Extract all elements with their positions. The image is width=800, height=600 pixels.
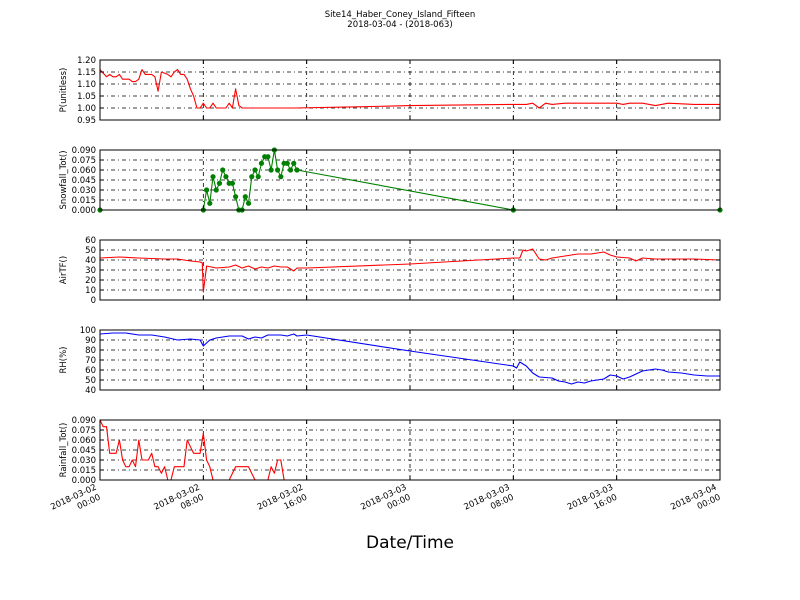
y-axis-label: P(unitless) <box>59 68 69 113</box>
y-tick-label: 50 <box>85 376 96 386</box>
series-line <box>99 248 721 293</box>
panel-1: 0.0000.0150.0300.0450.0600.0750.090Snowf… <box>59 146 723 216</box>
series-line <box>99 69 720 109</box>
y-tick-label: 0 <box>91 296 96 306</box>
y-tick-label: 0.030 <box>72 456 96 466</box>
y-tick-label: 40 <box>85 386 96 396</box>
chart-title: Site14_Haber_Coney_Island_Fifteen <box>324 10 476 20</box>
y-tick-label: 0.090 <box>72 146 96 156</box>
data-point <box>233 194 239 200</box>
series-line <box>99 419 720 481</box>
data-point <box>252 167 258 173</box>
y-tick-label: 0.000 <box>72 206 96 216</box>
y-tick-label: 0.075 <box>72 426 96 436</box>
y-tick-label: 100 <box>80 326 96 336</box>
data-point <box>275 167 281 173</box>
y-tick-label: 0.045 <box>72 446 96 456</box>
data-point <box>229 180 235 186</box>
y-tick-label: 0.045 <box>72 176 96 186</box>
data-point <box>220 167 226 173</box>
y-tick-label: 0.015 <box>72 196 96 206</box>
y-tick-label: 30 <box>85 266 96 276</box>
data-point <box>207 200 213 206</box>
data-point <box>294 167 300 173</box>
data-point <box>223 174 229 180</box>
y-tick-label: 60 <box>85 236 96 246</box>
y-axis-label: AirTF() <box>59 256 69 284</box>
y-tick-label: 1.15 <box>77 68 96 78</box>
data-point <box>242 194 248 200</box>
panel-4: 0.0000.0150.0300.0450.0600.0750.090Rainf… <box>59 416 721 486</box>
data-point <box>278 174 284 180</box>
data-point <box>249 174 255 180</box>
y-tick-label: 1.00 <box>77 104 96 114</box>
y-tick-label: 0.000 <box>72 476 96 486</box>
data-point <box>265 154 271 160</box>
y-tick-label: 40 <box>85 256 96 266</box>
y-tick-label: 0.060 <box>72 166 96 176</box>
y-tick-label: 20 <box>85 276 96 286</box>
y-tick-label: 90 <box>85 336 96 346</box>
y-tick-label: 0.015 <box>72 466 96 476</box>
series-line <box>99 332 720 385</box>
y-axis-label: Snowfall_Tot() <box>59 150 69 209</box>
y-tick-label: 1.10 <box>77 80 96 90</box>
y-axis-label: Rainfall_Tot() <box>59 423 69 478</box>
y-tick-label: 0.95 <box>77 116 96 126</box>
y-tick-label: 1.05 <box>77 92 96 102</box>
y-tick-label: 70 <box>85 356 96 366</box>
y-tick-label: 10 <box>85 286 96 296</box>
y-tick-label: 0.075 <box>72 156 96 166</box>
y-tick-label: 60 <box>85 366 96 376</box>
y-tick-label: 80 <box>85 346 96 356</box>
y-tick-label: 50 <box>85 246 96 256</box>
x-axis-title: Date/Time <box>366 533 454 553</box>
data-point <box>255 174 261 180</box>
data-point <box>284 160 290 166</box>
data-point <box>203 187 210 193</box>
data-point <box>291 160 297 166</box>
y-axis-label: RH(%) <box>59 346 69 373</box>
data-point <box>213 187 219 193</box>
data-point <box>216 180 223 186</box>
y-tick-label: 0.060 <box>72 436 96 446</box>
data-point <box>258 160 265 166</box>
data-point <box>268 167 274 173</box>
y-tick-label: 1.20 <box>77 56 96 66</box>
data-point <box>287 167 294 173</box>
data-point <box>210 174 216 180</box>
y-tick-label: 0.030 <box>72 186 96 196</box>
data-point <box>245 200 252 206</box>
y-tick-label: 0.090 <box>72 416 96 426</box>
chart-title-block: Site14_Haber_Coney_Island_Fifteen 2018-0… <box>0 10 800 30</box>
chart-subtitle: 2018-03-04 - (2018-063) <box>347 20 453 30</box>
panel-0: 0.95 1.00 1.05 1.10 1.15 1.20 P(unitless) <box>59 56 721 126</box>
